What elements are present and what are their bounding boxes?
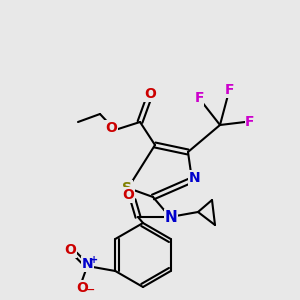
Text: O: O bbox=[64, 243, 76, 257]
Text: N: N bbox=[165, 209, 177, 224]
Text: +: + bbox=[90, 255, 98, 265]
Text: O: O bbox=[76, 281, 88, 295]
Text: F: F bbox=[194, 91, 204, 105]
Text: F: F bbox=[245, 115, 255, 129]
Text: N: N bbox=[189, 171, 201, 185]
Text: O: O bbox=[105, 121, 117, 135]
Text: −: − bbox=[85, 285, 95, 295]
Text: O: O bbox=[144, 87, 156, 101]
Text: N: N bbox=[82, 257, 93, 271]
Text: F: F bbox=[224, 83, 234, 97]
Text: O: O bbox=[122, 188, 134, 202]
Text: S: S bbox=[122, 181, 132, 195]
